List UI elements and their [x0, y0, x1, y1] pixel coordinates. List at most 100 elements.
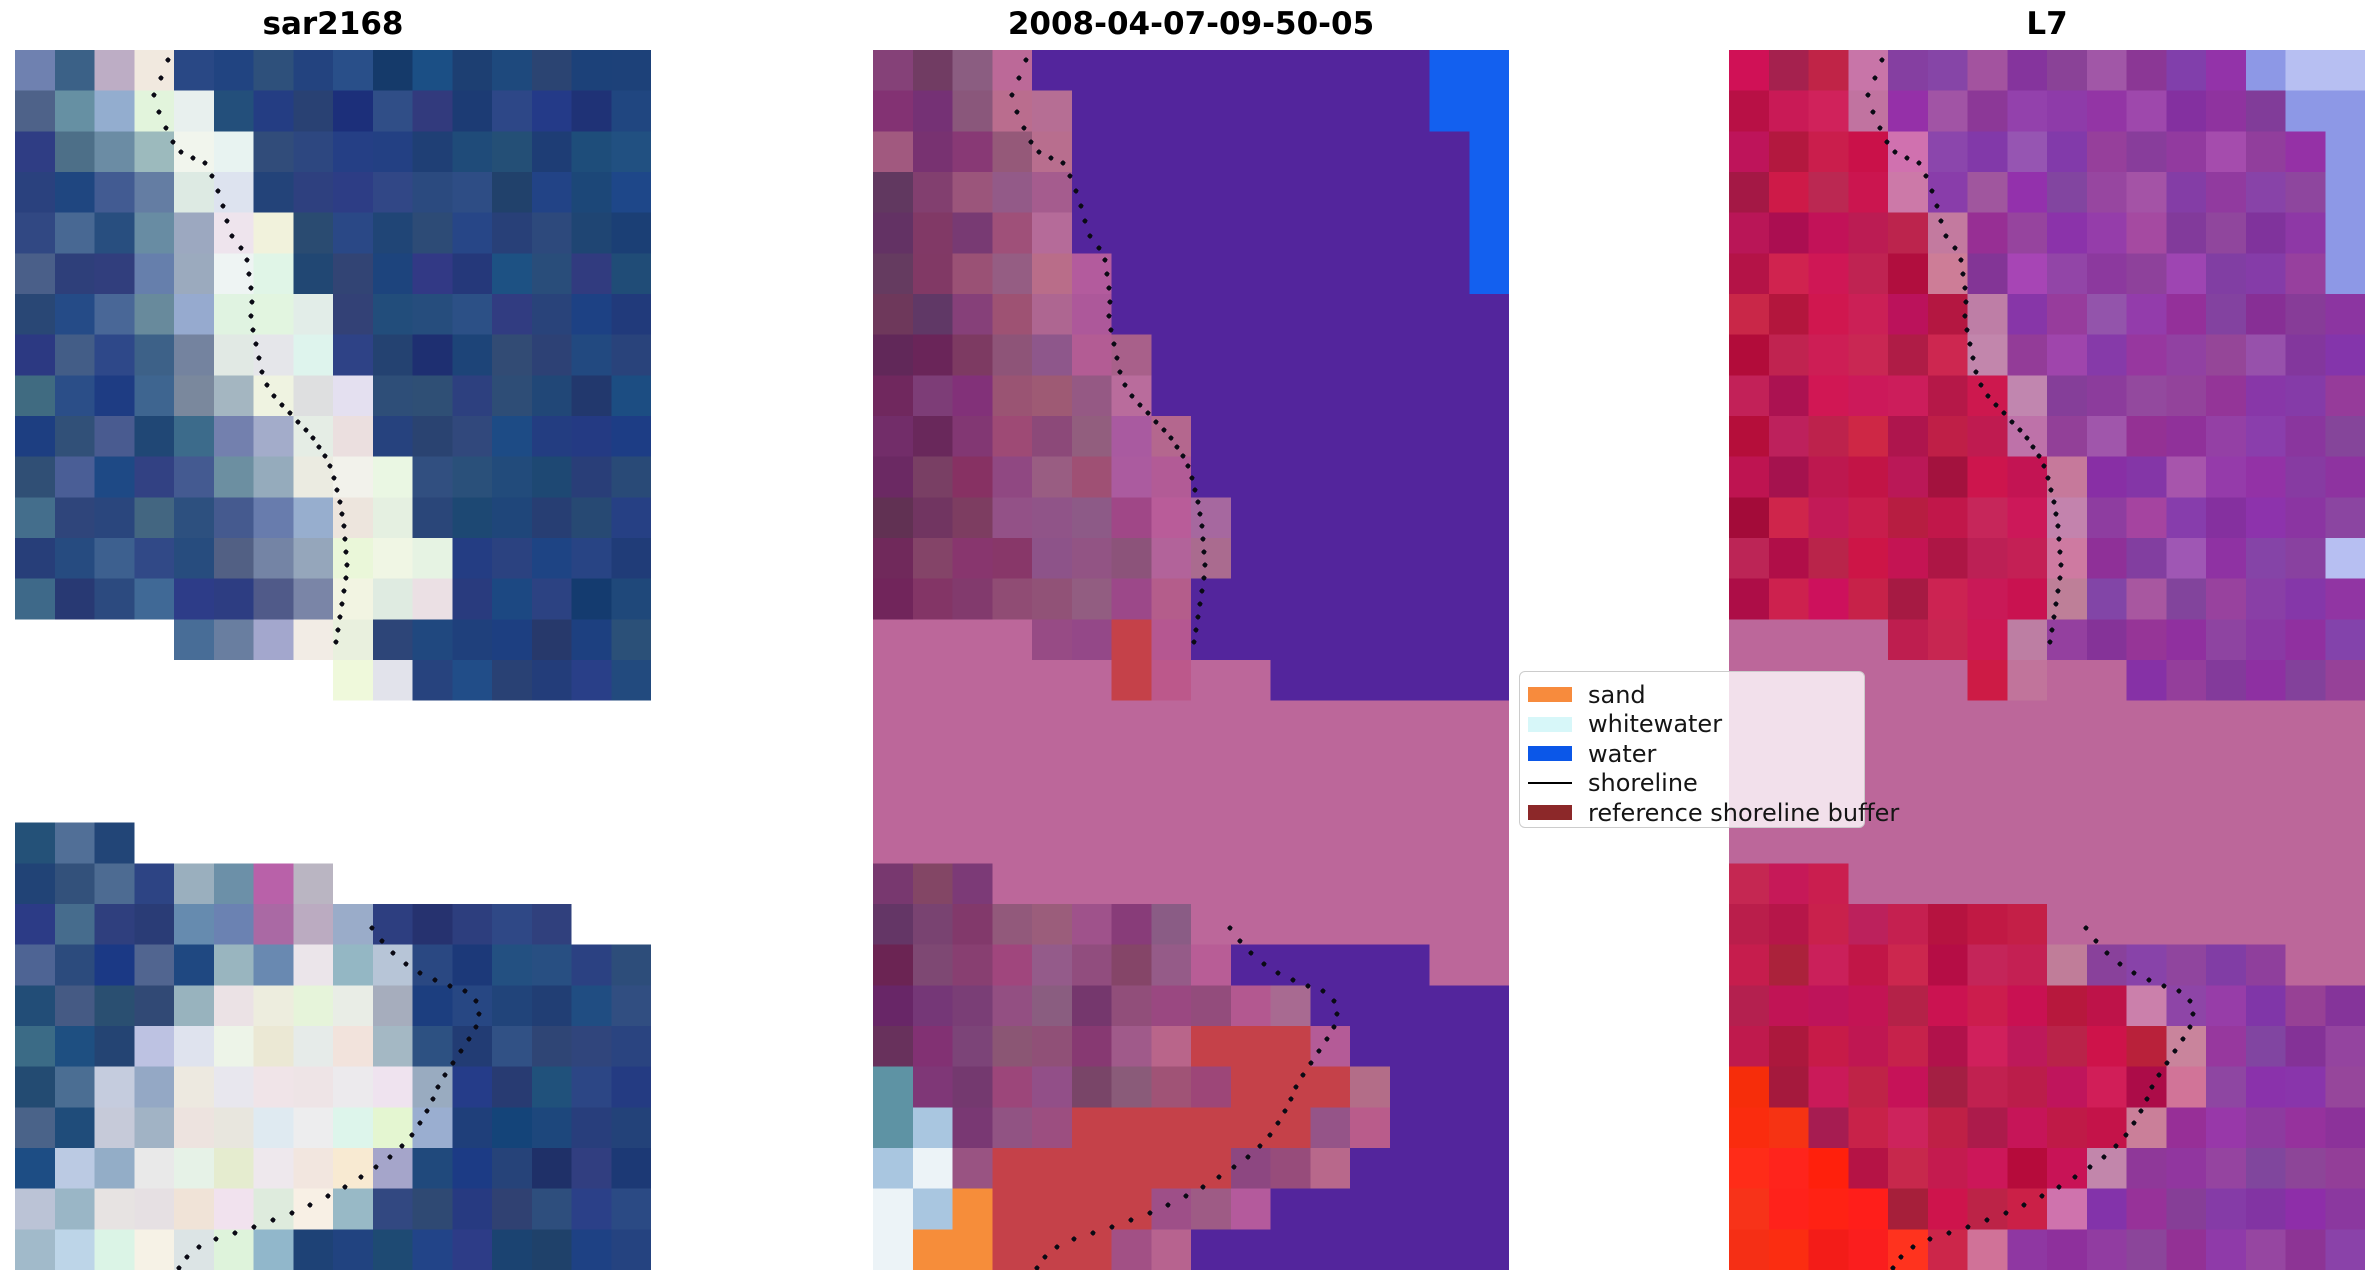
image-pixel: [1967, 253, 2008, 295]
image-pixel: [2285, 538, 2326, 580]
image-pixel: [1469, 985, 1509, 1027]
image-pixel: [213, 1066, 255, 1108]
image-pixel: [2007, 50, 2048, 92]
panel-image-sar2168: [15, 50, 651, 1270]
image-pixel: [1310, 538, 1351, 580]
image-pixel: [1071, 497, 1113, 539]
image-pixel: [253, 334, 294, 376]
image-pixel: [2047, 1229, 2088, 1270]
image-pixel: [2206, 782, 2247, 824]
image-pixel: [54, 90, 96, 132]
shoreline-dot: [2161, 983, 2167, 989]
image-pixel: [1032, 741, 1073, 783]
image-pixel: [1071, 741, 1113, 783]
image-pixel: [1888, 863, 1929, 905]
shoreline-dot: [1927, 1236, 1933, 1242]
image-pixel: [1429, 416, 1470, 458]
image-pixel: [134, 294, 175, 336]
image-pixel: [912, 782, 954, 824]
image-pixel: [54, 904, 96, 946]
image-pixel: [1111, 253, 1152, 295]
image-pixel: [1350, 782, 1391, 824]
image-pixel: [1191, 619, 1232, 661]
image-pixel: [412, 1026, 453, 1068]
image-pixel: [174, 50, 215, 92]
shoreline-dot: [1965, 1224, 1971, 1230]
image-pixel: [1350, 253, 1391, 295]
image-pixel: [372, 1026, 414, 1068]
image-pixel: [412, 782, 453, 824]
legend-item-water: water: [1528, 739, 1854, 769]
image-pixel: [372, 375, 414, 417]
shoreline-dot: [2053, 511, 2059, 517]
shoreline-dot: [2001, 410, 2007, 416]
image-pixel: [174, 985, 215, 1027]
image-pixel: [1111, 700, 1152, 742]
image-pixel: [1151, 1107, 1192, 1149]
image-pixel: [1270, 1229, 1311, 1270]
image-pixel: [1888, 985, 1929, 1027]
shoreline-dot: [1199, 588, 1205, 594]
shoreline-dot: [2009, 419, 2015, 425]
shoreline-dot: [2003, 1210, 2009, 1216]
shoreline-dot: [1034, 1265, 1040, 1270]
image-pixel: [2047, 50, 2088, 92]
image-pixel: [1888, 904, 1929, 946]
image-pixel: [912, 375, 954, 417]
image-pixel: [54, 660, 96, 702]
shoreline-dot: [279, 402, 285, 408]
shoreline-dot: [1117, 369, 1123, 375]
image-pixel: [1310, 782, 1351, 824]
image-pixel: [94, 172, 135, 214]
image-pixel: [1230, 90, 1272, 132]
image-pixel: [531, 1148, 573, 1190]
image-pixel: [1389, 619, 1431, 661]
image-pixel: [2126, 985, 2167, 1027]
image-pixel: [992, 131, 1033, 173]
image-pixel: [2166, 375, 2207, 417]
image-pixel: [992, 741, 1033, 783]
shoreline-dot: [2058, 562, 2064, 568]
image-pixel: [952, 334, 993, 376]
shoreline-dot: [1973, 369, 1979, 375]
image-pixel: [1927, 578, 1969, 620]
image-pixel: [134, 334, 175, 376]
image-pixel: [1111, 822, 1152, 864]
image-pixel: [611, 294, 651, 336]
image-pixel: [2086, 1229, 2128, 1270]
image-pixel: [2325, 131, 2365, 173]
image-pixel: [293, 212, 334, 254]
image-pixel: [1350, 1188, 1391, 1230]
image-pixel: [1768, 416, 1810, 458]
shoreline-dot: [1201, 575, 1207, 581]
image-pixel: [333, 253, 374, 295]
shoreline-dot: [2055, 588, 2061, 594]
image-pixel: [1429, 660, 1470, 702]
image-pixel: [1310, 700, 1351, 742]
image-pixel: [1230, 578, 1272, 620]
image-pixel: [2086, 985, 2128, 1027]
image-pixel: [1230, 375, 1272, 417]
image-pixel: [15, 538, 56, 580]
image-pixel: [333, 1188, 374, 1230]
image-pixel: [1111, 538, 1152, 580]
image-pixel: [912, 985, 954, 1027]
image-pixel: [2126, 863, 2167, 905]
image-pixel: [213, 985, 255, 1027]
image-pixel: [1032, 700, 1073, 742]
image-pixel: [1111, 741, 1152, 783]
image-pixel: [952, 131, 993, 173]
image-pixel: [1768, 50, 1810, 92]
shoreline-dot: [339, 511, 345, 517]
image-pixel: [531, 741, 573, 783]
image-pixel: [1191, 538, 1232, 580]
image-pixel: [134, 944, 175, 986]
image-pixel: [134, 863, 175, 905]
image-pixel: [492, 741, 533, 783]
shoreline-dot: [1300, 1072, 1306, 1078]
shoreline-dot: [151, 92, 157, 98]
shoreline-dot: [2187, 998, 2193, 1004]
image-pixel: [1071, 456, 1113, 498]
image-pixel: [2126, 375, 2167, 417]
legend-color-swatch: [1528, 805, 1572, 821]
